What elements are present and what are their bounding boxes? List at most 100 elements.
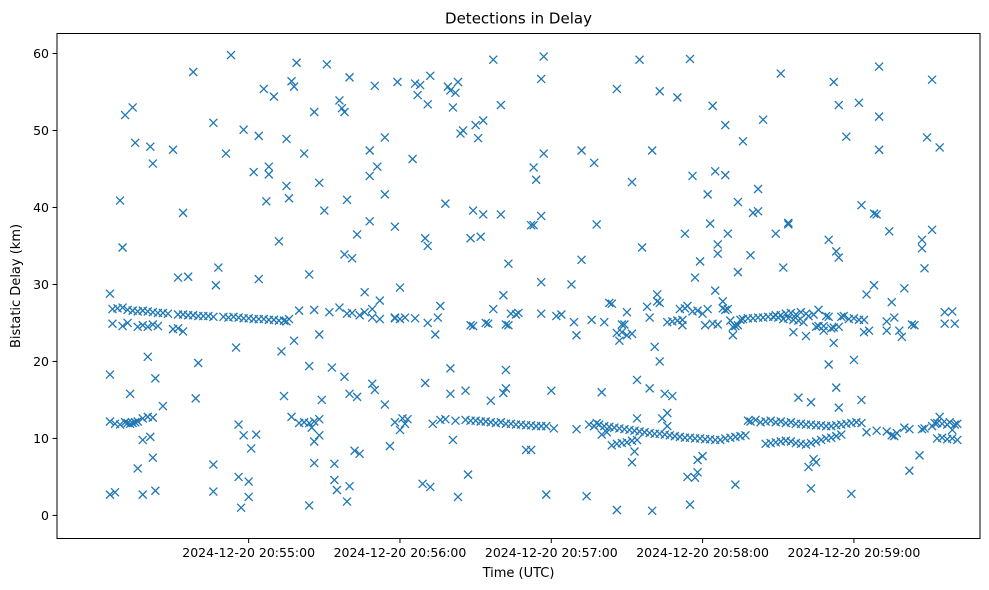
data-point-marker — [473, 133, 483, 143]
data-point-marker — [259, 84, 269, 94]
data-point-marker — [370, 81, 380, 91]
data-point-marker — [329, 459, 339, 469]
data-point-marker — [703, 304, 713, 314]
data-point-marker — [627, 177, 637, 187]
data-point-marker — [231, 343, 241, 353]
data-point-marker — [279, 316, 289, 326]
data-point-marker — [841, 132, 851, 142]
data-point-marker — [874, 62, 884, 72]
data-point-marker — [836, 430, 846, 440]
data-point-marker — [395, 283, 405, 292]
data-point-marker — [435, 301, 445, 311]
data-point-marker — [793, 316, 803, 326]
plot-frame — [56, 33, 981, 539]
data-point-marker — [340, 372, 349, 382]
data-point-marker — [758, 115, 768, 125]
data-point-marker — [705, 219, 715, 229]
data-point-marker — [128, 102, 138, 112]
data-point-marker — [849, 313, 859, 323]
data-point-marker — [501, 383, 511, 393]
data-point-marker — [289, 336, 299, 346]
data-point-marker — [604, 298, 614, 308]
y-tick-label: 50 — [33, 123, 49, 138]
data-point-marker — [680, 229, 690, 239]
data-point-marker — [566, 280, 576, 289]
data-point-marker — [549, 423, 559, 433]
data-point-marker — [375, 296, 385, 306]
data-point-marker — [367, 379, 377, 389]
data-point-marker — [173, 273, 183, 282]
x-tick-label: 2024-12-20 20:57:00 — [485, 545, 618, 560]
data-point-marker — [652, 290, 662, 299]
data-point-marker — [950, 420, 960, 430]
data-point-marker — [254, 274, 264, 284]
data-point-marker — [468, 321, 478, 331]
data-point-marker — [292, 58, 302, 68]
data-point-marker — [234, 420, 244, 430]
data-point-marker — [733, 320, 743, 330]
data-point-marker — [655, 356, 665, 366]
data-point-marker — [667, 391, 677, 401]
data-point-marker — [234, 472, 244, 482]
data-point-marker — [693, 467, 703, 477]
data-point-marker — [806, 438, 816, 448]
data-point-marker — [287, 412, 296, 422]
data-point-marker — [539, 52, 549, 62]
data-point-marker — [846, 489, 856, 499]
data-point-marker — [145, 142, 155, 152]
data-point-marker — [622, 330, 632, 340]
data-point-marker — [655, 298, 665, 308]
x-axis-label: Time (UTC) — [482, 566, 555, 581]
data-point-marker — [274, 236, 284, 246]
data-point-marker — [420, 378, 430, 388]
data-point-marker — [355, 310, 365, 320]
data-point-marker — [829, 338, 839, 348]
data-point-marker — [334, 96, 344, 105]
data-point-marker — [599, 317, 609, 327]
data-point-marker — [420, 233, 430, 243]
data-point-marker — [261, 196, 271, 206]
data-point-marker — [945, 417, 955, 427]
data-point-marker — [304, 269, 314, 279]
data-point-marker — [597, 387, 607, 397]
data-point-marker — [741, 430, 750, 440]
data-point-marker — [612, 505, 622, 515]
data-point-marker — [627, 329, 637, 339]
data-point-marker — [859, 315, 869, 325]
x-tick-label: 2024-12-20 20:58:00 — [636, 545, 769, 560]
data-point-marker — [211, 280, 221, 290]
data-point-marker — [148, 159, 158, 169]
data-point-marker — [307, 423, 317, 433]
data-point-marker — [806, 484, 816, 493]
data-point-marker — [857, 200, 866, 210]
data-point-marker — [720, 170, 730, 180]
data-point-marker — [776, 310, 786, 320]
data-point-marker — [834, 322, 844, 332]
data-point-marker — [390, 417, 400, 427]
data-point-marker — [418, 479, 428, 489]
data-point-marker — [279, 391, 289, 401]
y-tick-label: 40 — [33, 200, 49, 215]
data-point-marker — [771, 229, 781, 239]
data-point-marker — [862, 427, 871, 437]
data-point-marker — [940, 307, 950, 317]
data-point-marker — [594, 420, 604, 430]
data-point-marker — [937, 433, 947, 443]
data-point-marker — [917, 424, 927, 434]
data-point-marker — [410, 79, 420, 88]
data-point-marker — [360, 307, 370, 317]
y-tick-label: 60 — [33, 46, 49, 61]
data-point-marker — [329, 475, 339, 485]
data-point-marker — [733, 267, 743, 277]
data-point-marker — [869, 209, 879, 219]
data-point-marker — [647, 506, 657, 516]
data-point-marker — [410, 313, 420, 323]
data-point-marker — [282, 134, 291, 144]
data-point-marker — [403, 414, 412, 424]
data-point-marker — [677, 320, 687, 330]
data-point-marker — [488, 304, 498, 314]
data-point-marker — [428, 419, 438, 429]
data-point-marker — [635, 55, 645, 65]
data-point-marker — [526, 445, 536, 455]
data-point-marker — [872, 426, 882, 436]
